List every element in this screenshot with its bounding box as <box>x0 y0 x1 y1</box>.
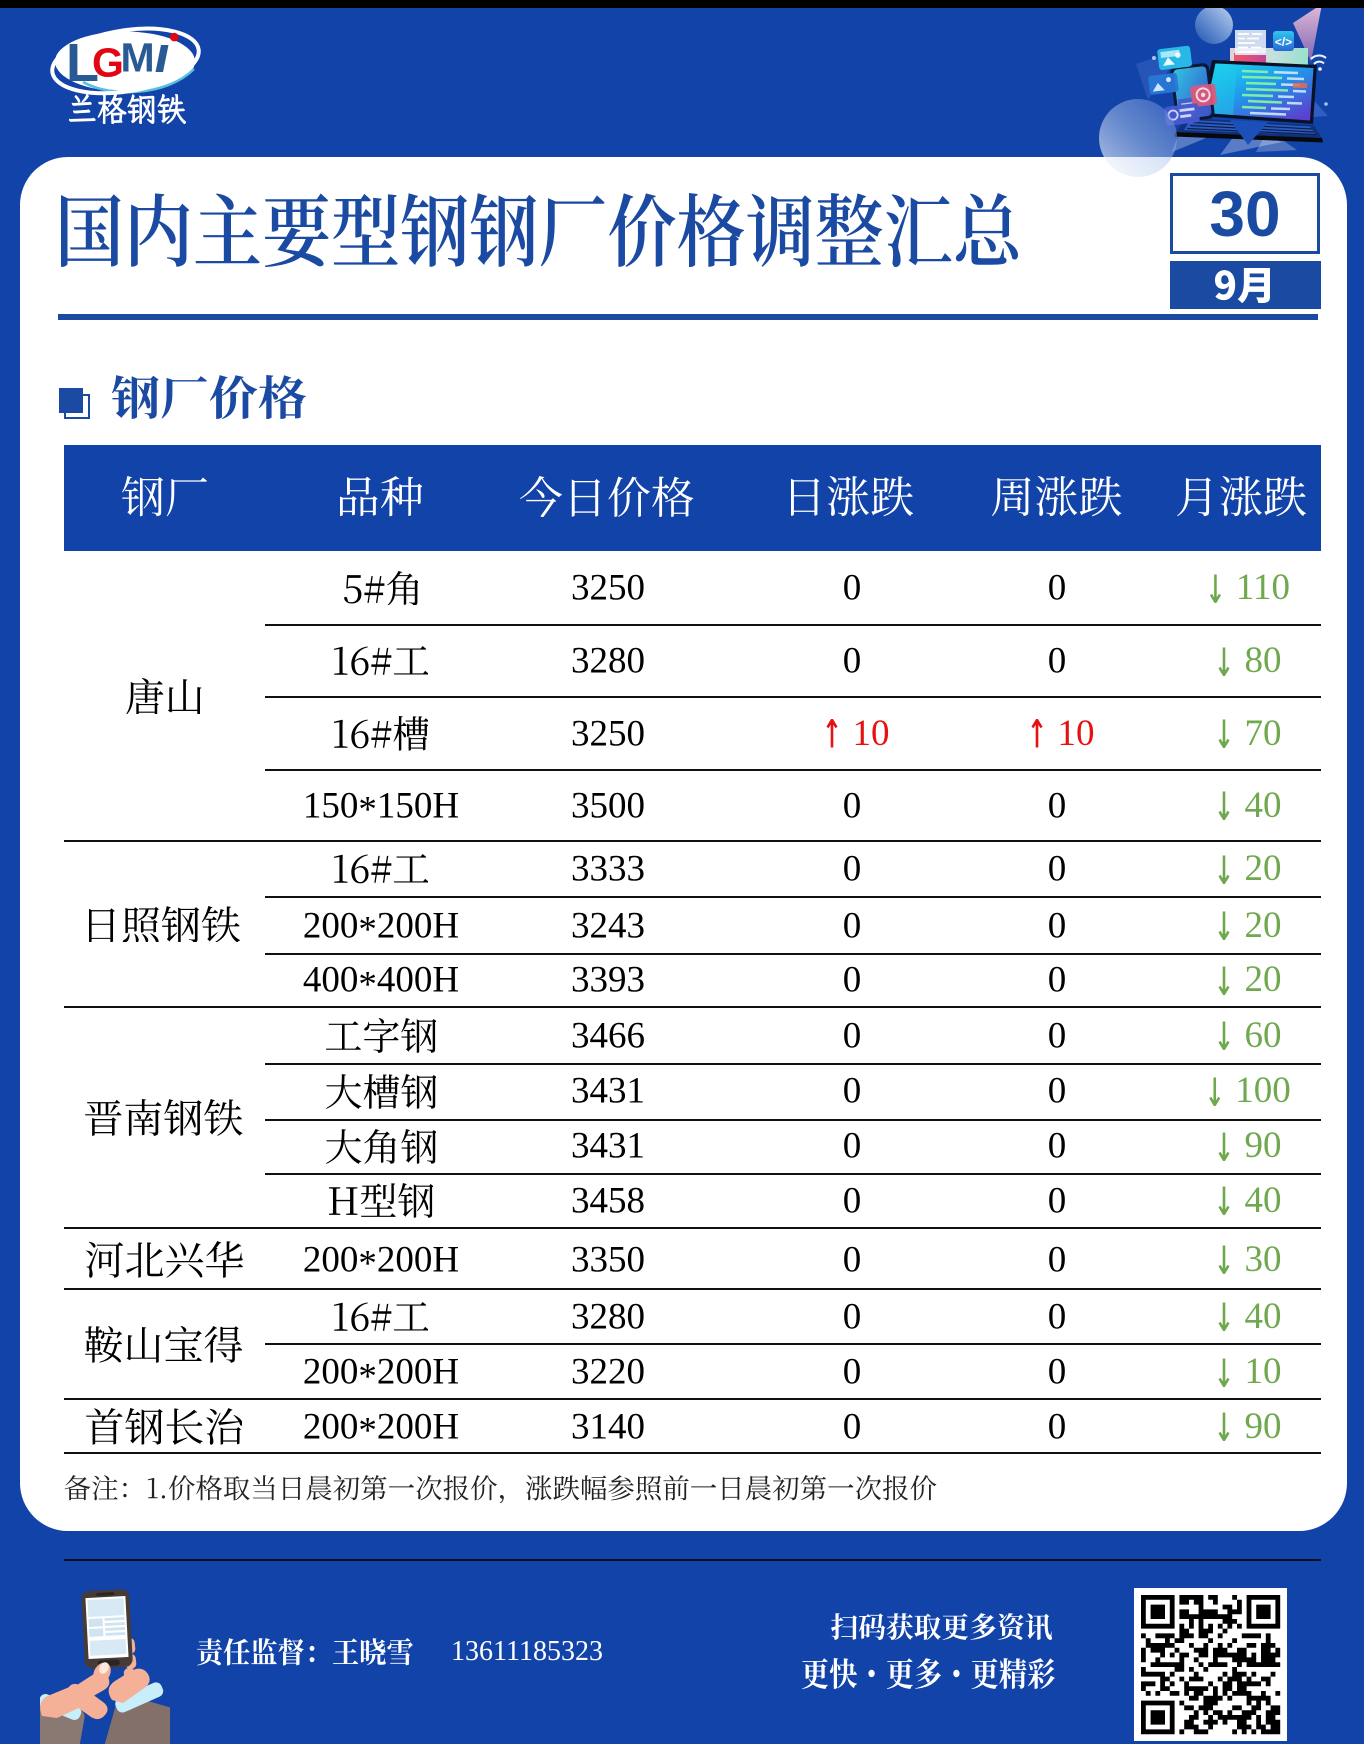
svg-text:G: G <box>92 40 124 86</box>
svg-text:L: L <box>66 33 99 93</box>
svg-text:</>: </> <box>1275 35 1292 49</box>
svg-text:M: M <box>121 35 155 81</box>
